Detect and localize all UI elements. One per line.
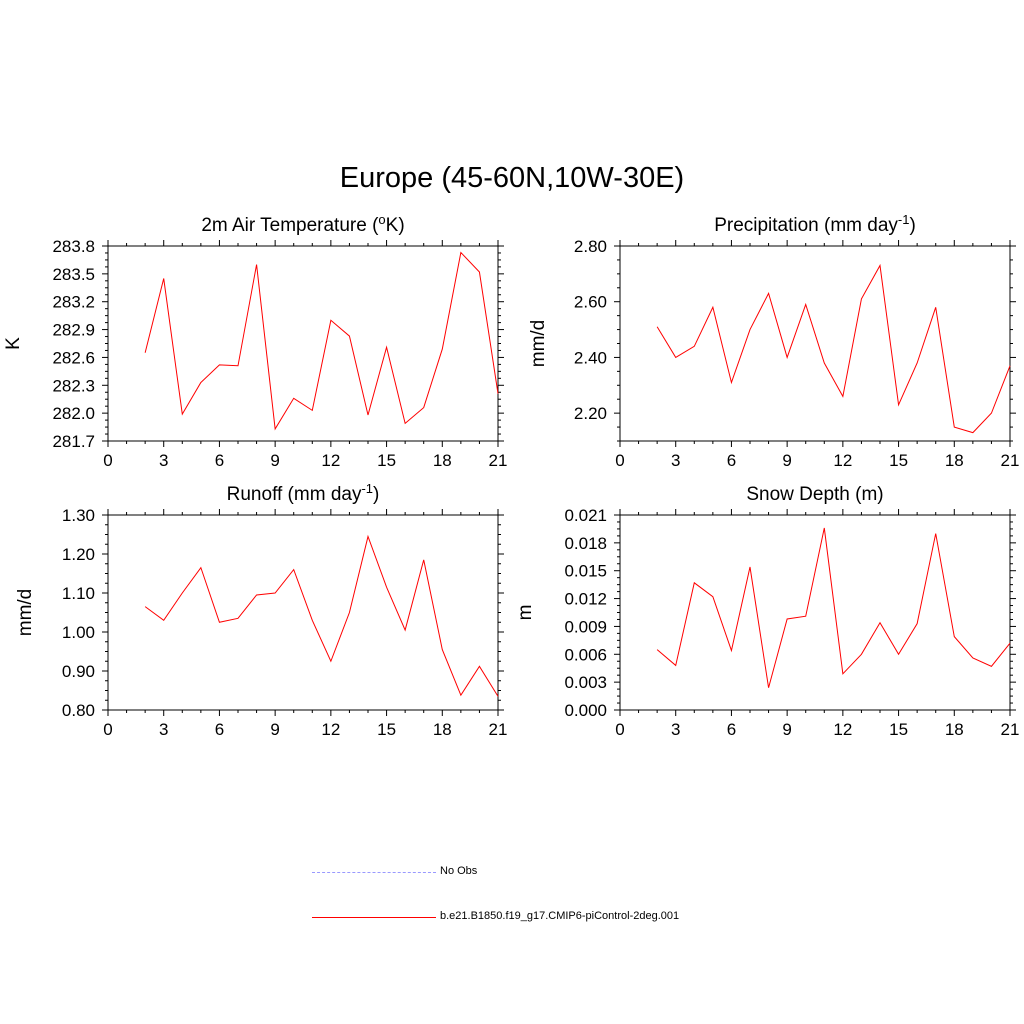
x-tick-label: 0: [103, 451, 112, 470]
y-tick-label: 283.8: [52, 237, 95, 256]
y-tick-label: 0.009: [564, 617, 607, 636]
y-tick-label: 0.018: [564, 534, 607, 553]
x-tick-label: 15: [377, 720, 396, 739]
x-tick-label: 18: [945, 720, 964, 739]
panel-title: Snow Depth (m): [746, 484, 883, 505]
y-tick-label: 0.006: [564, 645, 607, 664]
panel-title-main: Snow Depth (m): [746, 484, 883, 505]
x-tick-label: 15: [889, 451, 908, 470]
y-tick-label: 282.3: [52, 376, 95, 395]
y-tick-label: 282.9: [52, 321, 95, 340]
x-tick-label: 9: [782, 451, 791, 470]
x-tick-label: 15: [377, 451, 396, 470]
y-tick-label: 282.0: [52, 404, 95, 423]
x-tick-label: 12: [833, 451, 852, 470]
chart-panel-3: 0 3 6 9 12 15 18 21 0.80 0.90 1.00 1.10 1.20 1.30 Runo…: [15, 481, 507, 739]
x-tick-label: 9: [270, 451, 279, 470]
y-tick-label: 2.40: [574, 348, 607, 367]
panel-title-end: ): [909, 215, 915, 236]
chart-panel-2: 0 3 6 9 12 15 18 21 2.20 2.40 2.60 2.80 Precipitatio…: [528, 212, 1019, 470]
x-tick-label: 21: [1001, 720, 1020, 739]
y-tick-label: 2.20: [574, 404, 607, 423]
legend-line-obs: [312, 872, 436, 873]
panel-title-superscript: -1: [898, 212, 910, 227]
y-axis-label: m: [515, 605, 536, 621]
plot-frame: [107, 245, 499, 442]
y-tick-label: 0.90: [62, 662, 95, 681]
y-tick-label: 1.00: [62, 623, 95, 642]
panel-title-main: Runoff (mm day: [227, 484, 362, 505]
panel-title: Runoff (mm day-1): [227, 481, 380, 505]
y-tick-label: 1.30: [62, 506, 95, 525]
chart-panel-4: 0 3 6 9 12 15 18 21 0.000 0.003 0.006 0.009 0.012 0.0…: [515, 484, 1019, 739]
y-tick-label: 0.003: [564, 673, 607, 692]
x-tick-label: 0: [615, 720, 624, 739]
y-tick-label: 0.80: [62, 701, 95, 720]
x-tick-label: 9: [782, 720, 791, 739]
x-tick-label: 12: [321, 451, 340, 470]
x-tick-label: 6: [215, 451, 224, 470]
panel-title-main: Precipitation (mm day: [714, 215, 898, 236]
x-tick-label: 3: [159, 720, 168, 739]
y-axis-label: mm/d: [528, 320, 549, 368]
x-tick-label: 18: [433, 720, 452, 739]
x-tick-label: 12: [833, 720, 852, 739]
y-tick-label: 0.012: [564, 590, 607, 609]
y-tick-label: 0.015: [564, 562, 607, 581]
x-tick-label: 21: [1001, 451, 1020, 470]
y-tick-label: 2.80: [574, 237, 607, 256]
x-tick-label: 6: [727, 451, 736, 470]
x-tick-label: 15: [889, 720, 908, 739]
series-line-1: [144, 534, 499, 697]
y-tick-label: 281.7: [52, 432, 95, 451]
x-tick-label: 21: [489, 720, 508, 739]
series-line-1: [656, 263, 1011, 434]
x-tick-label: 6: [727, 720, 736, 739]
series-line-1: [656, 527, 1011, 688]
legend-item-model: b.e21.B1850.f19_g17.CMIP6-piControl-2deg…: [312, 910, 732, 926]
x-tick-label: 9: [270, 720, 279, 739]
y-tick-label: 0.000: [564, 701, 607, 720]
panel-title: Precipitation (mm day-1): [714, 212, 916, 236]
y-axis-label: K: [3, 337, 24, 350]
plot-frame: [619, 514, 1011, 711]
legend-item-obs: No Obs: [312, 865, 732, 881]
panel-title-end: K): [386, 215, 405, 236]
panel-title: 2m Air Temperature (oK): [201, 212, 404, 236]
y-tick-label: 283.2: [52, 293, 95, 312]
y-axis-label: mm/d: [15, 589, 36, 637]
panel-title-superscript: -1: [361, 481, 373, 496]
figure-title: Europe (45-60N,10W-30E): [339, 162, 685, 194]
x-tick-label: 21: [489, 451, 508, 470]
x-tick-label: 0: [615, 451, 624, 470]
y-tick-label: 1.20: [62, 545, 95, 564]
chart-panel-1: 0 3 6 9 12 15 18 21 281.7 282.0 282.3 282.6 282.9 283…: [3, 212, 507, 470]
x-tick-label: 12: [321, 720, 340, 739]
y-tick-label: 1.10: [62, 584, 95, 603]
legend-label-model: b.e21.B1850.f19_g17.CMIP6-piControl-2deg…: [440, 910, 680, 922]
x-tick-label: 18: [433, 451, 452, 470]
y-tick-label: 0.021: [564, 506, 607, 525]
x-tick-label: 6: [215, 720, 224, 739]
series-line-1: [144, 251, 499, 431]
panel-title-superscript: o: [378, 212, 385, 227]
panel-title-end: ): [373, 484, 379, 505]
panel-title-main: 2m Air Temperature (: [201, 215, 379, 236]
x-tick-label: 18: [945, 451, 964, 470]
y-tick-label: 283.5: [52, 265, 95, 284]
y-tick-label: 2.60: [574, 293, 607, 312]
x-tick-label: 3: [671, 451, 680, 470]
y-tick-label: 282.6: [52, 348, 95, 367]
legend-label-obs: No Obs: [440, 865, 478, 877]
plot-frame: [107, 514, 499, 711]
x-tick-label: 0: [103, 720, 112, 739]
x-tick-label: 3: [671, 720, 680, 739]
x-tick-label: 3: [159, 451, 168, 470]
legend-line-model: [312, 917, 436, 918]
